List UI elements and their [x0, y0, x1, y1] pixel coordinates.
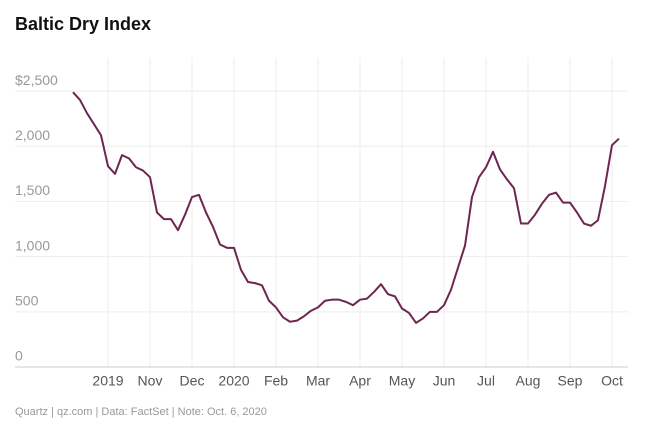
y-tick-label: 2,000 — [15, 127, 50, 143]
x-tick-label: May — [389, 373, 415, 389]
x-tick-label: 2019 — [92, 373, 123, 389]
y-tick-label: 500 — [15, 293, 39, 309]
x-tick-label: Apr — [349, 373, 371, 389]
x-tick-label: Aug — [516, 373, 541, 389]
x-tick-label: Oct — [601, 373, 623, 389]
x-tick-label: Jun — [433, 373, 456, 389]
chart-title: Baltic Dry Index — [15, 14, 151, 34]
y-tick-label: 1,000 — [15, 237, 50, 253]
x-tick-label: 2020 — [218, 373, 249, 389]
x-tick-label: Mar — [306, 373, 330, 389]
line — [72, 91, 620, 324]
y-tick-label: 1,500 — [15, 182, 50, 198]
x-tick-label: Dec — [180, 373, 205, 389]
y-tick-label: $2,500 — [15, 72, 58, 88]
source-note: Quartz | qz.com | Data: FactSet | Note: … — [15, 406, 267, 418]
x-tick-label: Jul — [477, 373, 495, 389]
x-tick-label: Sep — [558, 373, 583, 389]
x-tick-label: Nov — [138, 373, 163, 389]
y-tick-label: 0 — [15, 348, 23, 364]
x-tick-label: Feb — [264, 373, 288, 389]
